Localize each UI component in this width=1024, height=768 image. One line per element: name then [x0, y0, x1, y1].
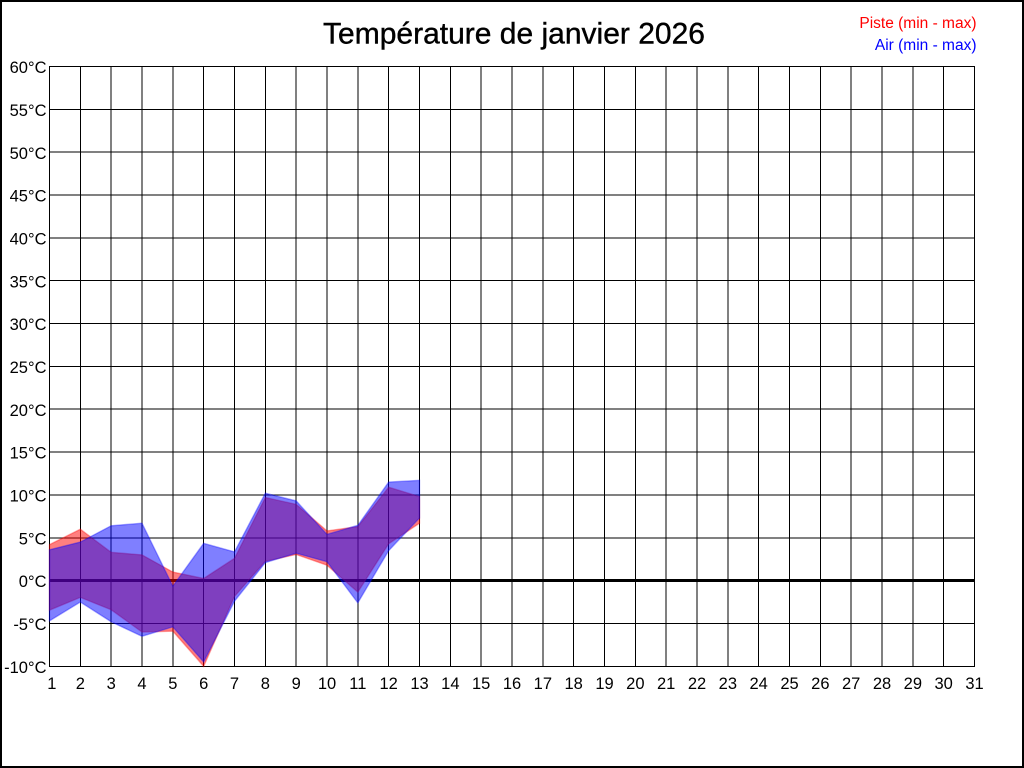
svg-text:5°C: 5°C — [19, 530, 47, 548]
svg-text:15: 15 — [472, 675, 490, 693]
svg-text:Température de janvier 2026: Température de janvier 2026 — [323, 18, 705, 51]
svg-text:10: 10 — [318, 675, 336, 693]
svg-text:5: 5 — [168, 675, 177, 693]
svg-text:30°C: 30°C — [10, 316, 47, 334]
svg-text:11: 11 — [349, 675, 366, 693]
svg-text:55°C: 55°C — [10, 102, 47, 120]
svg-text:60°C: 60°C — [10, 59, 47, 77]
svg-text:40°C: 40°C — [10, 231, 47, 249]
svg-text:6: 6 — [199, 675, 208, 693]
svg-text:28: 28 — [873, 675, 891, 693]
svg-text:0°C: 0°C — [19, 573, 47, 591]
svg-text:8: 8 — [261, 675, 270, 693]
svg-text:25°C: 25°C — [10, 359, 47, 377]
svg-text:20°C: 20°C — [10, 402, 47, 420]
svg-text:Piste (min - max): Piste (min - max) — [859, 15, 976, 32]
svg-text:7: 7 — [230, 675, 239, 693]
svg-text:45°C: 45°C — [10, 188, 47, 206]
svg-text:22: 22 — [688, 675, 706, 693]
svg-text:2: 2 — [76, 675, 85, 693]
svg-text:20: 20 — [626, 675, 644, 693]
svg-text:21: 21 — [657, 675, 675, 693]
svg-text:Air (min - max): Air (min - max) — [875, 37, 977, 54]
svg-text:25: 25 — [780, 675, 798, 693]
svg-text:3: 3 — [107, 675, 116, 693]
svg-text:-5°C: -5°C — [13, 616, 46, 634]
svg-text:-10°C: -10°C — [4, 659, 46, 677]
svg-text:17: 17 — [534, 675, 552, 693]
svg-text:19: 19 — [595, 675, 613, 693]
svg-text:1: 1 — [47, 675, 56, 693]
svg-text:30: 30 — [934, 675, 952, 693]
svg-text:10°C: 10°C — [10, 488, 47, 506]
svg-text:50°C: 50°C — [10, 145, 47, 163]
svg-text:14: 14 — [441, 675, 459, 693]
svg-text:12: 12 — [379, 675, 397, 693]
svg-text:26: 26 — [811, 675, 829, 693]
svg-text:9: 9 — [292, 675, 301, 693]
svg-text:16: 16 — [503, 675, 521, 693]
svg-text:29: 29 — [904, 675, 922, 693]
svg-text:24: 24 — [749, 675, 767, 693]
svg-text:27: 27 — [842, 675, 860, 693]
svg-text:23: 23 — [719, 675, 737, 693]
svg-text:4: 4 — [137, 675, 146, 693]
svg-text:18: 18 — [564, 675, 582, 693]
svg-text:35°C: 35°C — [10, 273, 47, 291]
svg-text:15°C: 15°C — [10, 445, 47, 463]
svg-text:31: 31 — [965, 675, 983, 693]
svg-text:13: 13 — [410, 675, 428, 693]
